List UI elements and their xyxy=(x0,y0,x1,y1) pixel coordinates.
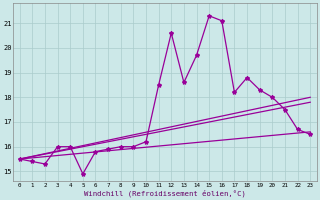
X-axis label: Windchill (Refroidissement éolien,°C): Windchill (Refroidissement éolien,°C) xyxy=(84,189,246,197)
